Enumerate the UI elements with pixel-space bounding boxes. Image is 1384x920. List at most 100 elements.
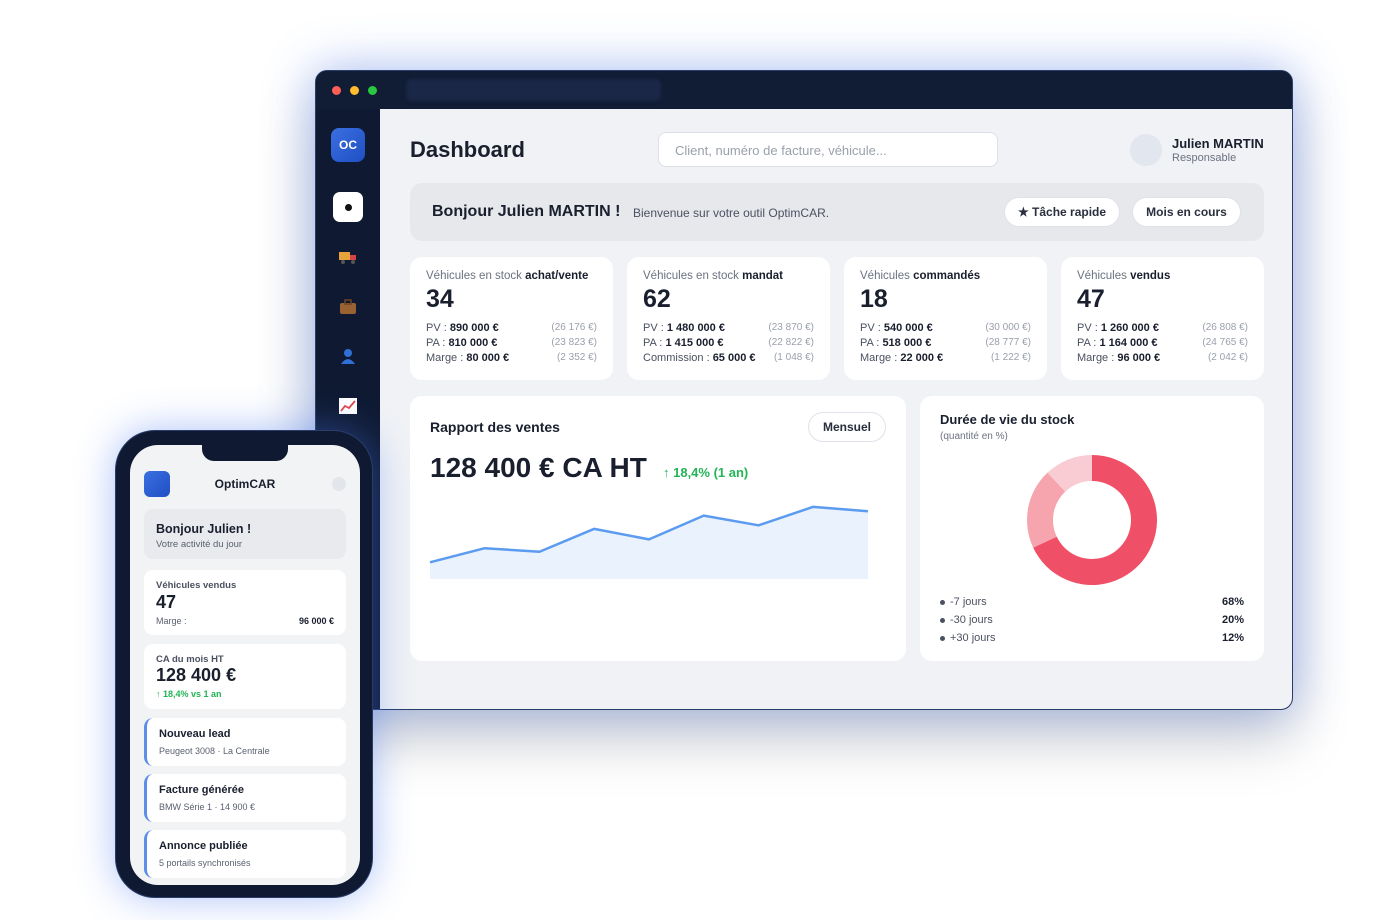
kpi-row-main: PV : 1 480 000 €: [643, 322, 725, 334]
activity-title: Facture générée: [159, 784, 244, 796]
nav-sales[interactable]: [339, 299, 357, 315]
legend-label: -30 jours: [950, 614, 993, 626]
legend-item: -7 jours: [940, 596, 987, 608]
kpi-row-main: PA : 810 000 €: [426, 337, 497, 349]
sales-line: [429, 505, 869, 564]
stock-donut: [1027, 455, 1157, 585]
kpi-row-label: PA :: [643, 336, 663, 349]
revenue-label: CA du mois HT: [156, 654, 224, 665]
kpi-row: PA : 1 415 000 € (22 822 €): [643, 335, 814, 350]
kpi-label-bold: vendus: [1130, 270, 1171, 282]
sold-detail-value: 96 000 €: [298, 616, 334, 626]
kpi-label: Véhicules vendus: [1077, 270, 1248, 282]
kpi-row: Marge : 22 000 € (1 222 €): [860, 350, 1031, 365]
url-bar: [406, 79, 661, 101]
nav-vehicles[interactable]: [338, 249, 358, 265]
legend-bullet: [940, 617, 945, 623]
kpi-value: 47: [1077, 285, 1105, 313]
kpi-card: Véhicules commandés 18 PV : 540 000 € (30 0…: [844, 257, 1047, 380]
phone-greeting-box: Bonjour Julien ! Votre activité du jour: [144, 509, 346, 559]
revenue-growth: ↑ 18,4% vs 1 an: [156, 689, 222, 699]
kpi-row-label: Commission :: [643, 351, 710, 364]
kpi-rows: PV : 890 000 € (26 176 €) PA : 810 000 € (2…: [426, 320, 597, 365]
activity-detail: Peugeot 3008 · La Centrale: [159, 746, 270, 756]
activity-title: Nouveau lead: [159, 728, 231, 740]
page-title: Dashboard: [410, 137, 525, 162]
phone-avatar[interactable]: [332, 477, 346, 491]
kpi-row-note: (22 822 €): [768, 337, 814, 348]
activity-detail: 5 portails synchronisés: [159, 858, 251, 868]
kpi-rows: PV : 540 000 € (30 000 €) PA : 518 000 € (2…: [860, 320, 1031, 365]
phone-subtitle: Votre activité du jour: [156, 539, 243, 550]
activity-card[interactable]: Facture générée BMW Série 1 · 14 900 €: [144, 774, 346, 822]
kpi-row-label: PV :: [860, 321, 881, 334]
sales-growth: ↑ 18,4% (1 an): [663, 465, 749, 480]
nav-reports[interactable]: [339, 398, 357, 414]
kpi-row: PV : 1 480 000 € (23 870 €): [643, 320, 814, 335]
legend-value: 20%: [1221, 614, 1244, 626]
kpi-row-main: Marge : 80 000 €: [426, 352, 509, 364]
sales-chart: [429, 505, 869, 579]
kpi-value: 18: [860, 285, 888, 313]
kpi-row: Commission : 65 000 € (1 048 €): [643, 350, 814, 365]
kpi-row-value: 1 480 000 €: [666, 321, 725, 334]
legend-row: +30 jours 12%: [940, 632, 1244, 644]
kpi-row-value: 80 000 €: [466, 351, 510, 364]
legend-label: -7 jours: [950, 596, 987, 608]
kpi-row-main: PV : 1 260 000 €: [1077, 322, 1159, 334]
kpi-label-bold: achat/vente: [525, 270, 589, 282]
kpi-label-prefix: Véhicules en stock: [643, 270, 739, 282]
phone-greeting: Bonjour Julien !: [156, 522, 252, 536]
activity-title: Annonce publiée: [159, 840, 248, 852]
kpi-row-value: 1 164 000 €: [1099, 336, 1158, 349]
kpi-label-prefix: Véhicules: [860, 270, 910, 282]
kpi-row-note: (2 042 €): [1207, 352, 1248, 363]
avatar[interactable]: [1130, 134, 1162, 166]
kpi-row: PV : 1 260 000 € (26 808 €): [1077, 320, 1248, 335]
kpi-row-main: PV : 540 000 €: [860, 322, 933, 334]
kpi-row-label: Marge :: [1077, 351, 1115, 364]
search-box[interactable]: Client, numéro de facture, véhicule...: [658, 132, 998, 167]
minimize-dot[interactable]: [350, 86, 359, 95]
kpi-row-label: PV :: [1077, 321, 1098, 334]
kpi-row-note: (26 808 €): [1202, 322, 1248, 333]
phone-logo[interactable]: [144, 471, 170, 497]
welcome-panel: Bonjour Julien MARTIN ! Bienvenue sur vo…: [410, 183, 1264, 241]
legend-item: -30 jours: [940, 614, 993, 626]
kpi-value: 62: [643, 285, 671, 313]
kpi-row-value: 540 000 €: [883, 321, 933, 334]
kpi-card: Véhicules vendus 47 PV : 1 260 000 € (26 80…: [1061, 257, 1264, 380]
kpi-row: Marge : 96 000 € (2 042 €): [1077, 350, 1248, 365]
kpi-card: Véhicules en stock achat/vente 34 PV : 890…: [410, 257, 613, 380]
kpi-row: PV : 540 000 € (30 000 €): [860, 320, 1031, 335]
activity-card[interactable]: Nouveau lead Peugeot 3008 · La Centrale: [144, 718, 346, 766]
close-dot[interactable]: [332, 86, 341, 95]
kpi-row-value: 810 000 €: [448, 336, 498, 349]
greeting: Bonjour Julien MARTIN !: [432, 203, 621, 220]
nav-home[interactable]: [333, 192, 363, 222]
user-role: Responsable: [1172, 152, 1237, 164]
period-button[interactable]: Mois en cours: [1132, 197, 1241, 227]
sales-title: Rapport des ventes: [430, 419, 560, 435]
kpi-row: PV : 890 000 € (26 176 €): [426, 320, 597, 335]
kpi-row-note: (1 222 €): [990, 352, 1031, 363]
sold-label: Véhicules vendus: [156, 580, 237, 591]
kpi-label: Véhicules commandés: [860, 270, 1031, 282]
monthly-button[interactable]: Mensuel: [808, 412, 886, 442]
logo[interactable]: OC: [331, 128, 365, 162]
kpi-label-bold: mandat: [742, 270, 783, 282]
browser-window: OC Dashboard Client, numéro de facture, …: [315, 70, 1293, 710]
kpi-row: PA : 810 000 € (23 823 €): [426, 335, 597, 350]
legend-value: 68%: [1221, 596, 1244, 608]
quick-task-button[interactable]: ★ Tâche rapide: [1004, 197, 1120, 227]
kpi-row-main: Marge : 22 000 €: [860, 352, 943, 364]
kpi-row-label: PA :: [1077, 336, 1097, 349]
kpi-row-value: 518 000 €: [882, 336, 932, 349]
notch: [202, 445, 288, 461]
kpi-row-note: (28 777 €): [985, 337, 1031, 348]
activity-card[interactable]: Annonce publiée 5 portails synchronisés: [144, 830, 346, 878]
donut-slice: [1047, 455, 1092, 492]
maximize-dot[interactable]: [368, 86, 377, 95]
legend-label: +30 jours: [950, 632, 996, 644]
nav-clients[interactable]: [340, 348, 356, 364]
